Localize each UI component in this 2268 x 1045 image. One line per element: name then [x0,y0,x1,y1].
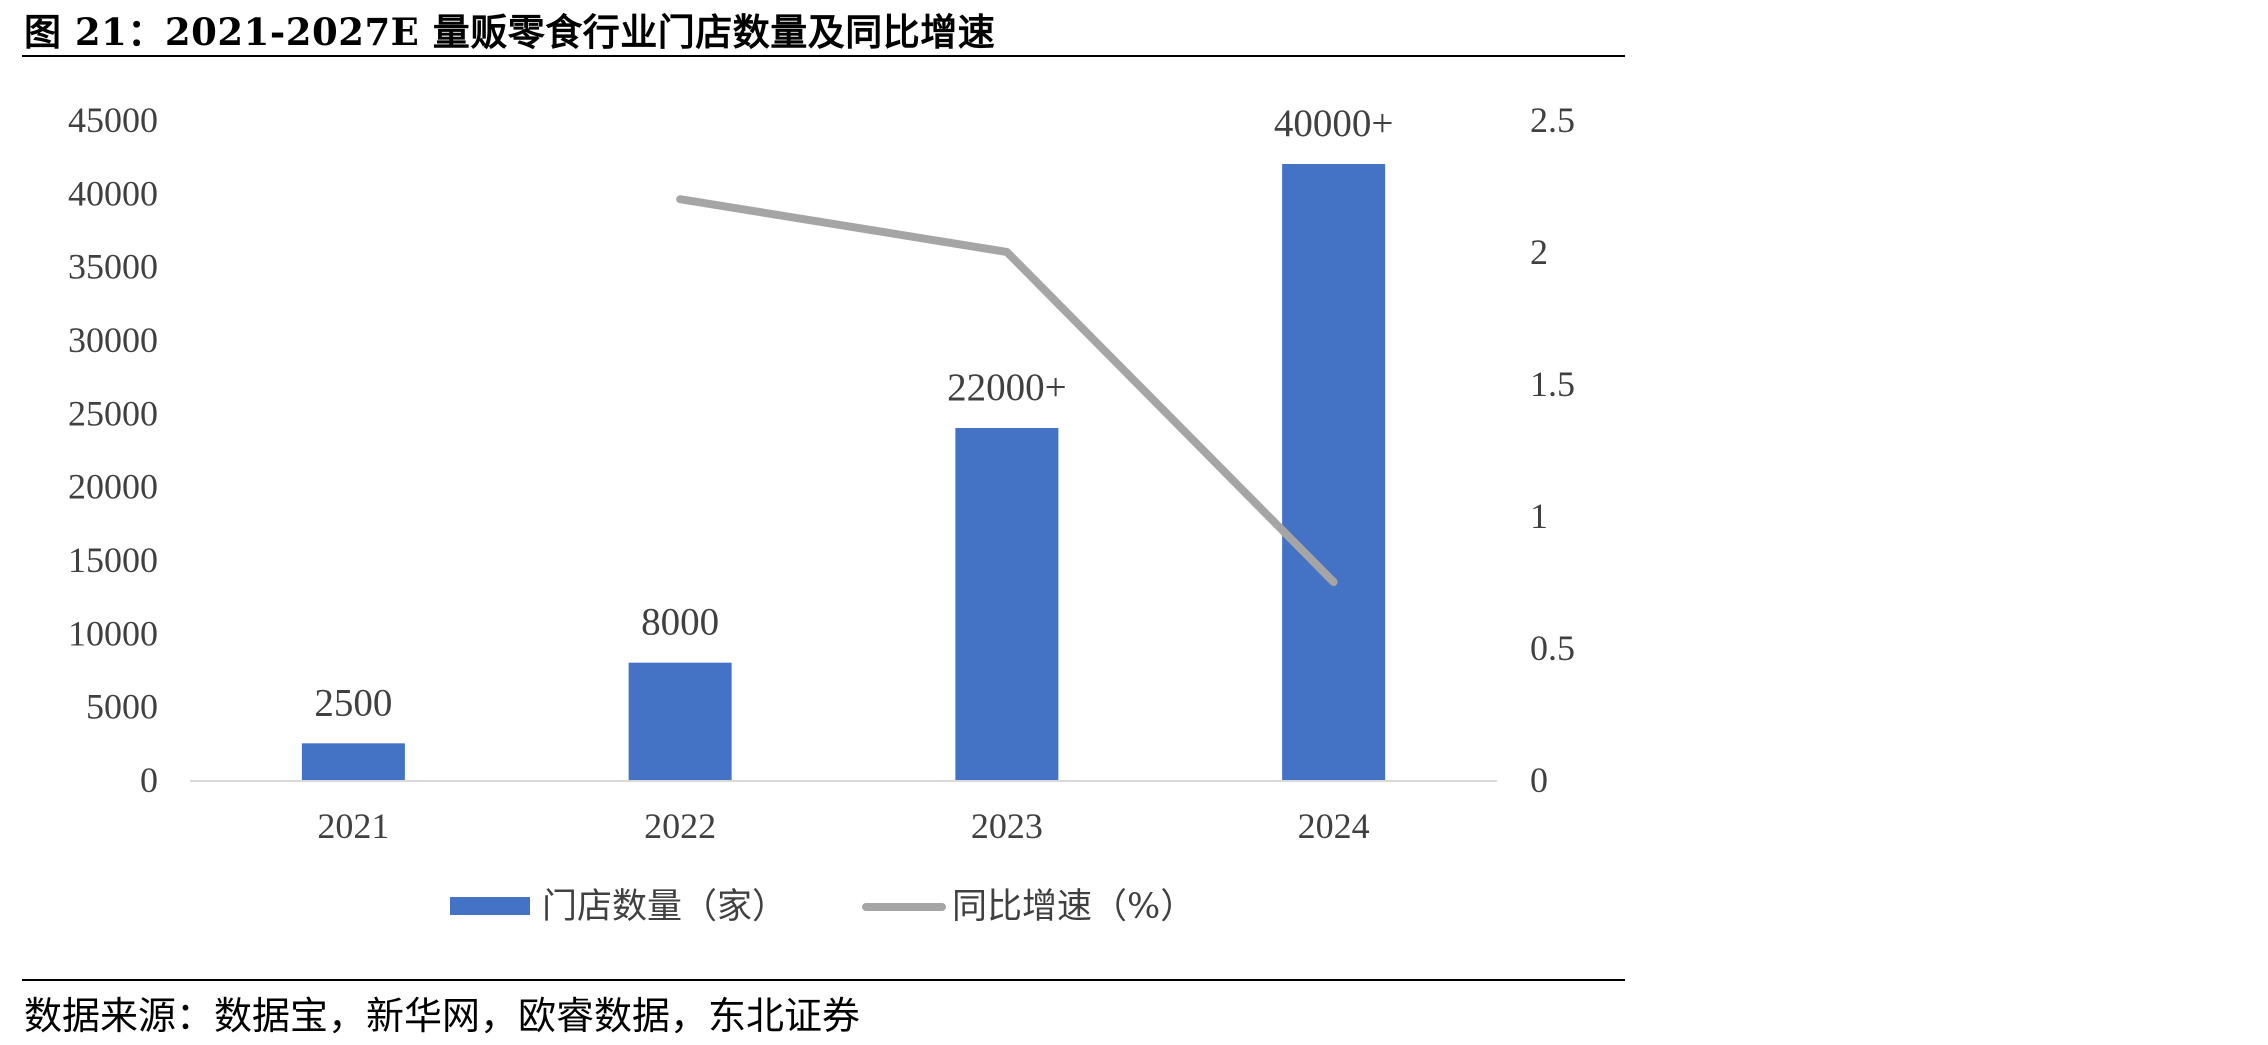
legend-bar-label: 门店数量（家） [542,887,787,927]
left-tick-label: 5000 [86,687,158,727]
left-tick-label: 35000 [68,247,158,287]
bar [955,428,1059,780]
line-series [676,195,1338,586]
source-note: 数据来源：数据宝，新华网，欧睿数据，东北证券 [24,994,861,1038]
left-axis: 0 5000 10000 15000 20000 25000 30000 35000 40000… [68,100,158,800]
bar [628,662,732,780]
bar-data-label: 2500 [314,681,392,724]
x-axis-labels: 2021 2022 2023 2024 [317,806,1369,846]
bar-data-label: 22000+ [947,366,1067,409]
legend: 门店数量（家） 同比增速（%） [450,887,1195,927]
right-tick-label: 1 [1530,496,1548,536]
title-rule [22,55,1625,57]
right-tick-label: 2 [1530,232,1548,272]
right-tick-label: 1.5 [1530,364,1575,404]
right-tick-label: 0.5 [1530,628,1575,668]
legend-bar-swatch [450,897,530,915]
x-tick-label: 2022 [644,806,716,846]
right-axis: 0 0.5 1 1.5 2 2.5 [1530,100,1575,800]
left-tick-label: 10000 [68,613,158,653]
bar-data-label: 8000 [641,601,719,644]
left-tick-label: 40000 [68,173,158,213]
bar [1282,164,1386,780]
data-labels: 2500 8000 22000+ 40000+ [314,102,1393,724]
left-tick-label: 25000 [68,393,158,433]
figure-title: 图 21：2021-2027E 量贩零食行业门店数量及同比增速 [24,10,996,54]
bar [301,743,405,780]
left-tick-label: 45000 [68,100,158,140]
x-tick-label: 2021 [317,806,389,846]
right-tick-label: 0 [1530,760,1548,800]
legend-line-label: 同比增速（%） [952,887,1195,927]
right-tick-label: 2.5 [1530,100,1575,140]
left-tick-label: 0 [140,760,158,800]
left-tick-label: 20000 [68,467,158,507]
x-tick-label: 2023 [971,806,1043,846]
x-tick-label: 2024 [1298,806,1370,846]
left-tick-label: 30000 [68,320,158,360]
source-rule [22,979,1625,981]
left-tick-label: 15000 [68,540,158,580]
bar-data-label: 40000+ [1274,102,1394,145]
bar-series [301,164,1386,780]
